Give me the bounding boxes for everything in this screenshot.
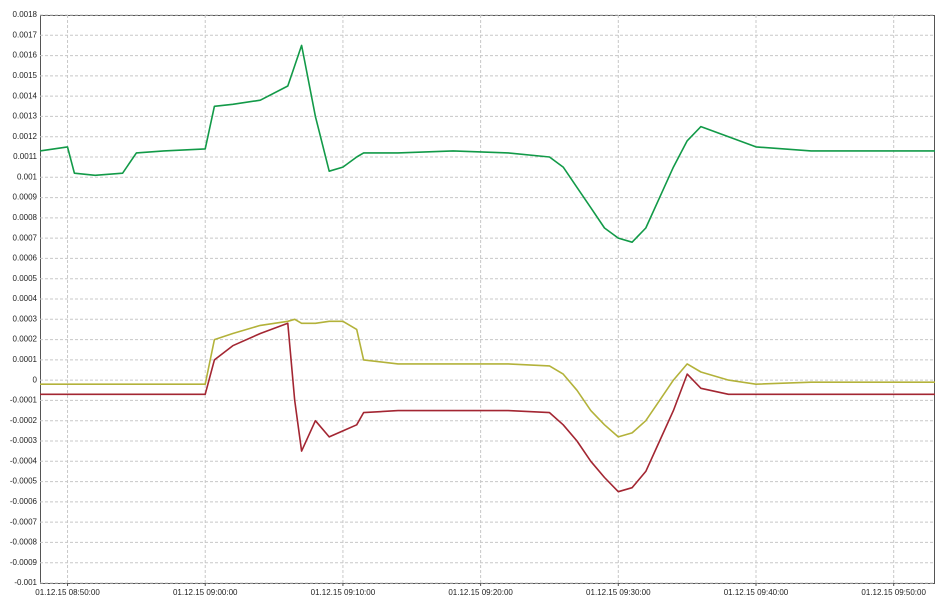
y-tick-label: -0.001 [14,578,37,587]
y-tick-label: 0.0013 [13,112,38,121]
y-tick-label: 0.0014 [13,91,38,100]
y-tick-label: 0.0015 [13,71,38,80]
y-tick-label: 0.0001 [13,355,38,364]
x-tick-label: 01.12.15 09:00:00 [173,588,238,597]
series-line [40,322,935,493]
y-tick-label: 0.0006 [13,254,38,263]
x-tick-label: 01.12.15 09:20:00 [448,588,513,597]
y-tick-label: 0.0004 [13,294,38,303]
series-line [39,44,935,243]
y-tick-label: 0.0007 [13,233,38,242]
y-tick-label: 0 [33,375,38,384]
series-line [40,318,935,438]
y-tick-label: -0.0001 [10,396,38,405]
y-tick-label: 0.0011 [13,152,37,161]
x-tick-label: 01.12.15 09:40:00 [724,588,789,597]
y-tick-label: -0.0008 [10,538,38,547]
x-tick-label: 01.12.15 09:10:00 [311,588,376,597]
y-tick-label: 0.0009 [13,193,38,202]
x-tick-label: 01.12.15 09:50:00 [861,588,926,597]
y-tick-label: 0.0002 [13,335,38,344]
y-tick-label: -0.0009 [10,558,38,567]
y-tick-label: -0.0004 [10,456,38,465]
x-tick-label: 01.12.15 08:50:00 [35,588,100,597]
y-tick-label: 0.0016 [13,51,38,60]
y-tick-label: 0.0018 [13,10,38,19]
y-tick-label: 0.0008 [13,213,38,222]
y-tick-label: 0.001 [17,172,38,181]
y-tick-label: 0.0003 [13,314,38,323]
y-tick-label: -0.0003 [10,436,38,445]
y-tick-label: 0.0012 [13,132,38,141]
y-tick-label: -0.0002 [10,416,38,425]
y-tick-label: -0.0006 [10,497,38,506]
x-tick-label: 01.12.15 09:30:00 [586,588,651,597]
y-tick-label: 0.0017 [13,30,38,39]
y-tick-label: -0.0005 [10,477,38,486]
y-tick-label: 0.0005 [13,274,38,283]
y-tick-label: -0.0007 [10,517,38,526]
